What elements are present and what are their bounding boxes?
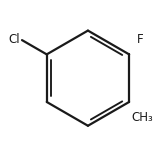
Text: CH₃: CH₃ bbox=[131, 111, 153, 124]
Text: F: F bbox=[137, 33, 144, 46]
Text: Cl: Cl bbox=[9, 33, 20, 46]
